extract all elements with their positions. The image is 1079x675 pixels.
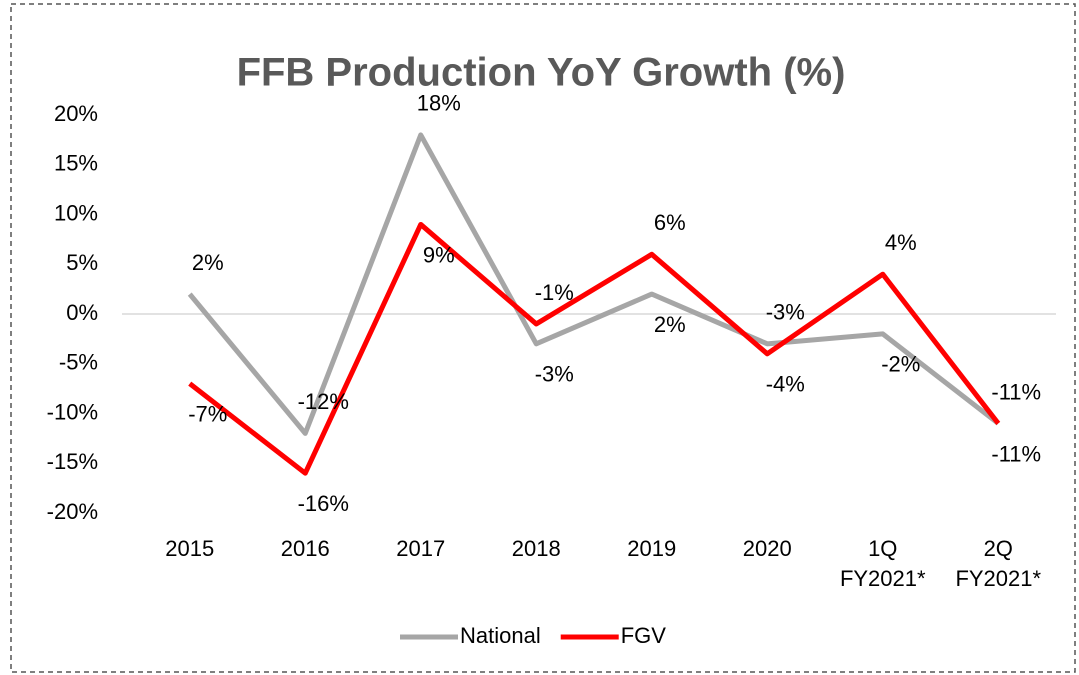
x-tick-label: 2015	[165, 536, 214, 561]
x-tick-label: 2018	[512, 536, 561, 561]
legend-label: National	[460, 623, 541, 648]
x-tick-label: 2016	[281, 536, 330, 561]
y-tick-label: 15%	[54, 151, 98, 176]
x-tick-label: 1Q FY2021*	[840, 536, 926, 591]
y-tick-label: -15%	[47, 449, 98, 474]
y-tick-label: -5%	[59, 350, 98, 375]
data-label: -2%	[881, 352, 920, 377]
x-tick-label: 2019	[627, 536, 676, 561]
x-tick-label-line: FY2021*	[955, 566, 1041, 591]
x-tick-label-line: 2Q	[984, 536, 1013, 561]
data-label: -16%	[298, 491, 349, 516]
data-label: -11%	[991, 441, 1041, 466]
data-label: -4%	[766, 372, 805, 397]
chart-title: FFB Production YoY Growth (%)	[237, 51, 846, 95]
data-label: -11%	[991, 379, 1041, 404]
data-label: -1%	[535, 280, 574, 305]
x-tick-label-line: 1Q	[868, 536, 897, 561]
x-tick-label: 2017	[396, 536, 445, 561]
series-line	[188, 221, 1001, 476]
y-tick-label: -20%	[47, 499, 98, 524]
y-tick-label: 5%	[66, 250, 98, 275]
y-tick-label: 20%	[54, 101, 98, 126]
y-tick-label: 0%	[66, 300, 98, 325]
x-tick-label-line: FY2021*	[840, 566, 926, 591]
data-label: 18%	[417, 91, 461, 116]
series-line	[187, 132, 1000, 436]
data-label: -7%	[188, 401, 227, 426]
x-tick-label: 2020	[743, 536, 792, 561]
data-label: 2%	[192, 250, 224, 275]
data-label: -12%	[298, 389, 349, 414]
y-tick-label: -10%	[47, 399, 98, 424]
y-tick-label: 10%	[54, 200, 98, 225]
data-label: -3%	[535, 362, 574, 387]
data-label: -3%	[766, 300, 805, 325]
chart-frame	[10, 3, 1076, 673]
data-label: 2%	[654, 312, 686, 337]
x-tick-label: 2Q FY2021*	[955, 536, 1041, 591]
data-label: 6%	[654, 210, 686, 235]
data-label: 9%	[423, 242, 455, 267]
legend-label: FGV	[621, 623, 667, 648]
data-label: 4%	[885, 230, 917, 255]
